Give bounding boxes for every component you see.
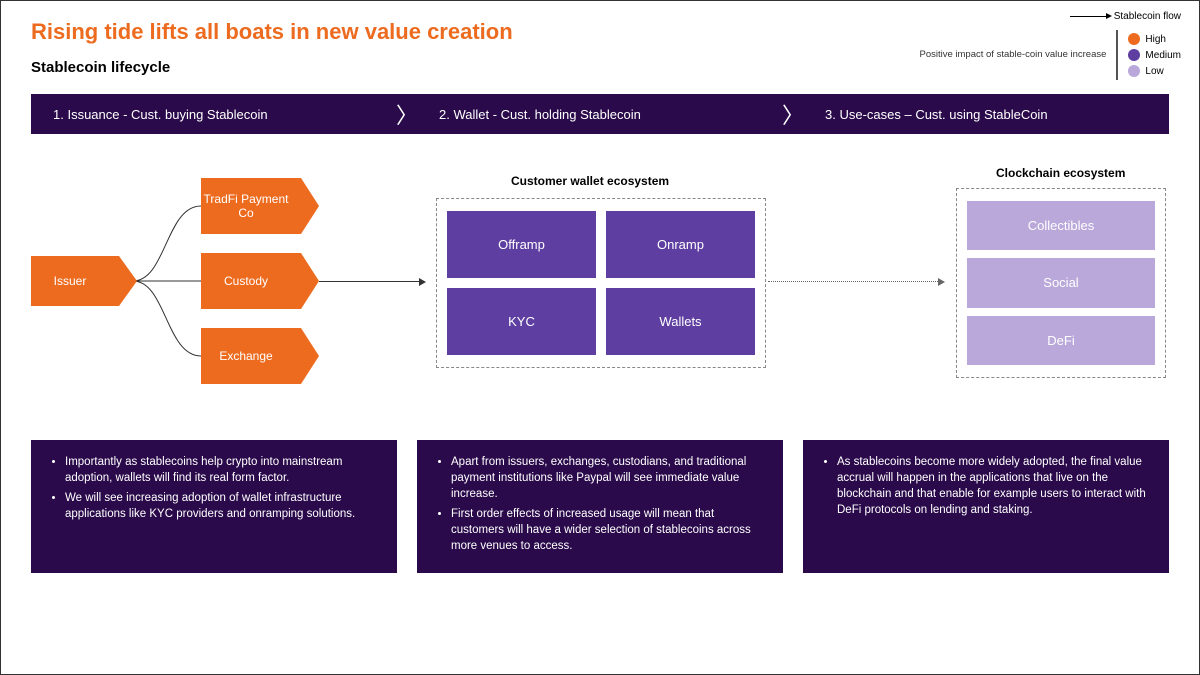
legend-dot-icon bbox=[1128, 49, 1140, 61]
legend-impact-label: Positive impact of stable-coin value inc… bbox=[919, 49, 1106, 60]
legend-level: Low bbox=[1128, 65, 1181, 77]
issuance-node-label: Exchange bbox=[219, 349, 272, 363]
footer-box: As stablecoins become more widely adopte… bbox=[803, 440, 1169, 573]
stage-item: 2. Wallet - Cust. holding Stablecoin bbox=[417, 94, 783, 134]
footer-item: Apart from issuers, exchanges, custodian… bbox=[451, 454, 767, 502]
legend-level-label: Low bbox=[1145, 66, 1163, 77]
wallet-to-chain-line bbox=[768, 281, 938, 282]
legend-dot-icon bbox=[1128, 65, 1140, 77]
issuer-node: Issuer bbox=[31, 256, 119, 306]
wallet-section-title: Customer wallet ecosystem bbox=[511, 174, 669, 188]
stage-bar: 1. Issuance - Cust. buying Stablecoin〉2.… bbox=[31, 94, 1169, 134]
footer-boxes: Importantly as stablecoins help crypto i… bbox=[31, 440, 1169, 573]
chain-cell: DeFi bbox=[967, 316, 1155, 365]
wallet-cell: Offramp bbox=[447, 211, 596, 278]
legend: Stablecoin flow Positive impact of stabl… bbox=[919, 11, 1181, 80]
wallet-ecosystem-box: OfframpOnrampKYCWallets bbox=[436, 198, 766, 368]
stage-item: 3. Use-cases – Cust. using StableCoin bbox=[803, 94, 1169, 134]
footer-item: As stablecoins become more widely adopte… bbox=[837, 454, 1153, 518]
footer-list: Apart from issuers, exchanges, custodian… bbox=[427, 454, 767, 555]
stage-item: 1. Issuance - Cust. buying Stablecoin bbox=[31, 94, 397, 134]
legend-level: Medium bbox=[1128, 49, 1181, 61]
legend-impact-levels: High Medium Low bbox=[1128, 33, 1181, 77]
footer-item: First order effects of increased usage w… bbox=[451, 506, 767, 554]
footer-box: Apart from issuers, exchanges, custodian… bbox=[417, 440, 783, 573]
footer-list: Importantly as stablecoins help crypto i… bbox=[41, 454, 381, 522]
chain-cell: Social bbox=[967, 258, 1155, 307]
legend-impact-bar bbox=[1116, 30, 1118, 80]
footer-box: Importantly as stablecoins help crypto i… bbox=[31, 440, 397, 573]
footer-list: As stablecoins become more widely adopte… bbox=[813, 454, 1153, 518]
legend-level-label: High bbox=[1145, 34, 1166, 45]
footer-item: Importantly as stablecoins help crypto i… bbox=[65, 454, 381, 486]
issuance-to-wallet-line bbox=[319, 281, 419, 282]
legend-dot-icon bbox=[1128, 33, 1140, 45]
issuance-node: TradFi Payment Co bbox=[201, 178, 301, 234]
wallet-to-chain-arrow bbox=[938, 278, 945, 286]
chain-ecosystem-box: Collectibles Social DeFi bbox=[956, 188, 1166, 378]
legend-level-label: Medium bbox=[1145, 50, 1181, 61]
chain-cell: Collectibles bbox=[967, 201, 1155, 250]
legend-impact: Positive impact of stable-coin value inc… bbox=[919, 30, 1181, 80]
wallet-cell: Onramp bbox=[606, 211, 755, 278]
issuance-node-label: TradFi Payment Co bbox=[201, 192, 291, 221]
issuance-node: Exchange bbox=[201, 328, 301, 384]
legend-level: High bbox=[1128, 33, 1181, 45]
issuance-to-wallet-arrow bbox=[419, 278, 426, 286]
footer-item: We will see increasing adoption of walle… bbox=[65, 490, 381, 522]
wallet-cell: Wallets bbox=[606, 288, 755, 355]
flow-arrow-icon bbox=[1070, 16, 1108, 17]
issuance-node: Custody bbox=[201, 253, 301, 309]
chain-section-title: Clockchain ecosystem bbox=[996, 166, 1125, 180]
wallet-cell: KYC bbox=[447, 288, 596, 355]
issuance-node-label: Custody bbox=[224, 274, 268, 288]
legend-flow: Stablecoin flow bbox=[919, 11, 1181, 22]
diagram-area: Issuer TradFi Payment CoCustodyExchange … bbox=[31, 146, 1169, 426]
chevron-right-icon: 〉 bbox=[397, 94, 417, 134]
chevron-right-icon: 〉 bbox=[783, 94, 803, 134]
issuer-label: Issuer bbox=[54, 274, 87, 288]
legend-flow-label: Stablecoin flow bbox=[1114, 11, 1181, 22]
